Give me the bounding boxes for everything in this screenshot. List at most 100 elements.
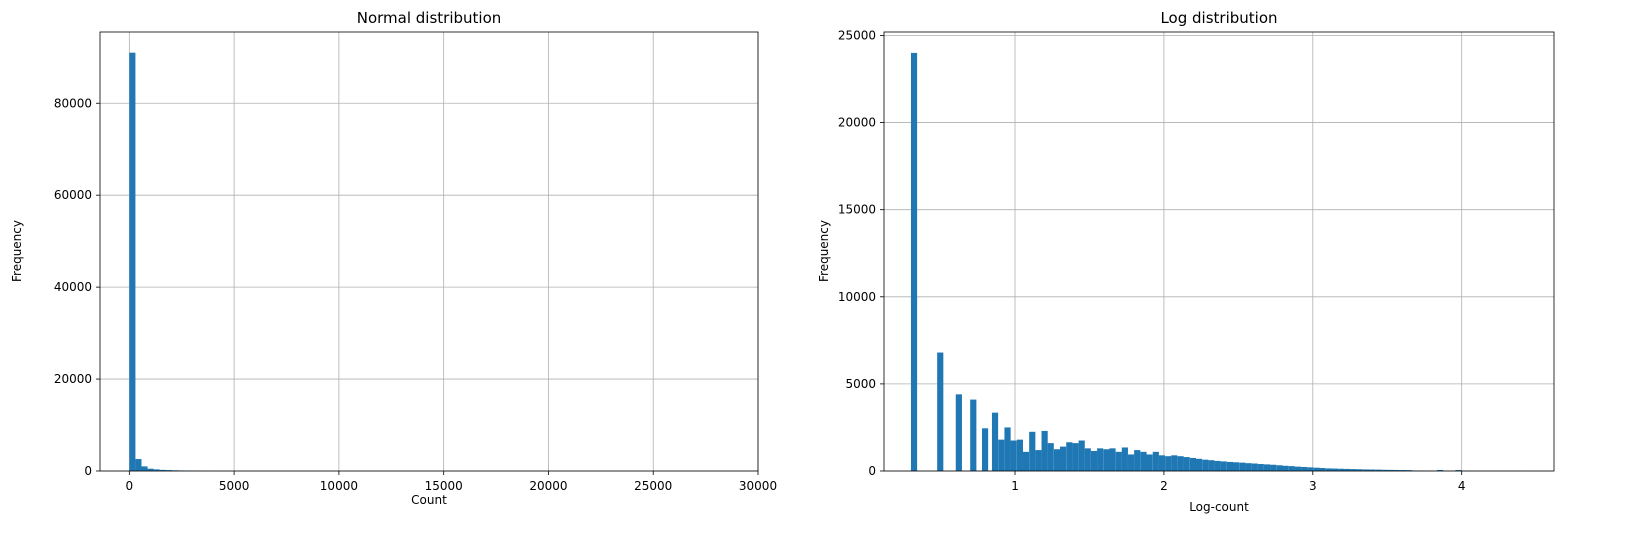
chart-title: Log distribution [1160, 9, 1277, 27]
y-tick-label: 40000 [54, 280, 92, 294]
histogram-bar [970, 399, 977, 471]
x-tick-label: 30000 [739, 479, 777, 493]
histogram-bar [1245, 463, 1252, 471]
histogram-bar [1134, 450, 1141, 471]
y-tick-label: 0 [84, 464, 92, 478]
histogram-bar [1375, 469, 1382, 471]
histogram-bar [1208, 460, 1215, 471]
histogram-bar [1022, 451, 1030, 471]
histogram-bar [1047, 443, 1054, 471]
histogram-bar [1146, 454, 1153, 471]
histogram-bar [1263, 464, 1271, 471]
y-tick-label: 60000 [54, 188, 92, 202]
histogram-bar [1103, 449, 1110, 471]
x-tick-label: 20000 [529, 479, 567, 493]
histogram-bar [1270, 464, 1277, 471]
histogram-bar [1362, 469, 1370, 471]
histogram-bar [1313, 467, 1320, 471]
histogram-bar [1140, 451, 1147, 471]
histogram-bar [1436, 469, 1444, 471]
chart-title: Normal distribution [357, 9, 502, 27]
histogram-bar [1356, 469, 1363, 471]
histogram-bar [1301, 466, 1308, 471]
x-axis-label: Count [411, 493, 447, 507]
x-tick-label: 4 [1458, 479, 1466, 493]
y-axis-label: Frequency [817, 220, 831, 282]
histogram-bar [1158, 455, 1166, 471]
histogram-bar [1319, 468, 1326, 471]
histogram-bar [1059, 446, 1067, 471]
histogram-bar [1090, 450, 1098, 471]
histogram-bar [1232, 462, 1240, 471]
histogram-bar [1128, 454, 1135, 471]
histogram-bar [1226, 461, 1234, 471]
histogram-bar [1078, 440, 1085, 471]
histogram-bar [1183, 457, 1190, 471]
histogram-bar [1220, 461, 1227, 471]
histogram-bar [1251, 463, 1258, 471]
histogram-bar [1344, 468, 1351, 471]
histogram-bar [1084, 448, 1091, 471]
histogram-bar [1121, 447, 1128, 471]
y-tick-label: 20000 [838, 116, 876, 130]
histogram-bar [991, 412, 999, 471]
histogram-bar [1035, 450, 1042, 471]
histogram-bar [1325, 468, 1332, 471]
normal-distribution-chart: Normal distribution Count Frequency 0 500… [10, 9, 777, 507]
histogram-bar [955, 394, 962, 471]
histogram-bar [1350, 469, 1357, 471]
y-tick-label: 80000 [54, 96, 92, 110]
histogram-bar [1294, 466, 1301, 471]
plot-area [100, 32, 758, 471]
histogram-bar [1288, 466, 1295, 471]
histogram-bar [1171, 455, 1178, 471]
histogram-bar [998, 439, 1005, 471]
histogram-bar [1053, 449, 1061, 471]
histogram-bar [1189, 457, 1196, 471]
axes-frame [883, 31, 1555, 472]
x-tick-label: 10000 [320, 479, 358, 493]
y-tick-label: 10000 [838, 290, 876, 304]
histogram-bar [1307, 467, 1314, 471]
histogram-bar [1066, 442, 1073, 471]
histogram-bar [1276, 465, 1283, 471]
histogram-bar [1387, 469, 1394, 471]
histogram-bar [1072, 443, 1079, 471]
y-tick-label: 15000 [838, 203, 876, 217]
histogram-bar [1016, 439, 1023, 471]
histogram-bar [1097, 448, 1104, 471]
histogram-bar [1393, 469, 1400, 471]
histogram-bar [153, 469, 160, 471]
y-tick-label: 25000 [838, 28, 876, 42]
histogram-bar [1029, 431, 1036, 471]
histogram-bar [1115, 451, 1122, 471]
histogram-bar [1282, 465, 1289, 471]
histogram-bar [910, 52, 918, 472]
histogram-bar [1195, 458, 1203, 471]
histogram-bar [1010, 440, 1017, 471]
y-tick-label: 20000 [54, 372, 92, 386]
histogram-bar [1165, 456, 1172, 471]
histogram-bar [1399, 470, 1407, 471]
x-tick-label: 1 [1011, 479, 1019, 493]
histogram-bar [1109, 448, 1116, 471]
histogram-bar [1455, 470, 1462, 471]
histogram-bar [1331, 468, 1339, 471]
histogram-bar [981, 428, 989, 471]
x-tick-label: 3 [1309, 479, 1317, 493]
x-tick-label: 25000 [634, 479, 672, 493]
histogram-bar [1368, 469, 1376, 471]
axes-frame [99, 31, 759, 472]
y-tick-label: 0 [868, 464, 876, 478]
histogram-bar [1239, 462, 1246, 471]
histogram-bar [135, 459, 142, 471]
histogram-bar [147, 468, 154, 471]
histogram-bar [129, 52, 136, 472]
histogram-bar [1202, 459, 1209, 471]
x-axis-label: Log-count [1189, 500, 1249, 514]
x-tick-label: 15000 [425, 479, 463, 493]
histogram-bar [1257, 464, 1264, 471]
histogram-bar [1338, 468, 1345, 471]
histogram-bar [1041, 430, 1048, 471]
